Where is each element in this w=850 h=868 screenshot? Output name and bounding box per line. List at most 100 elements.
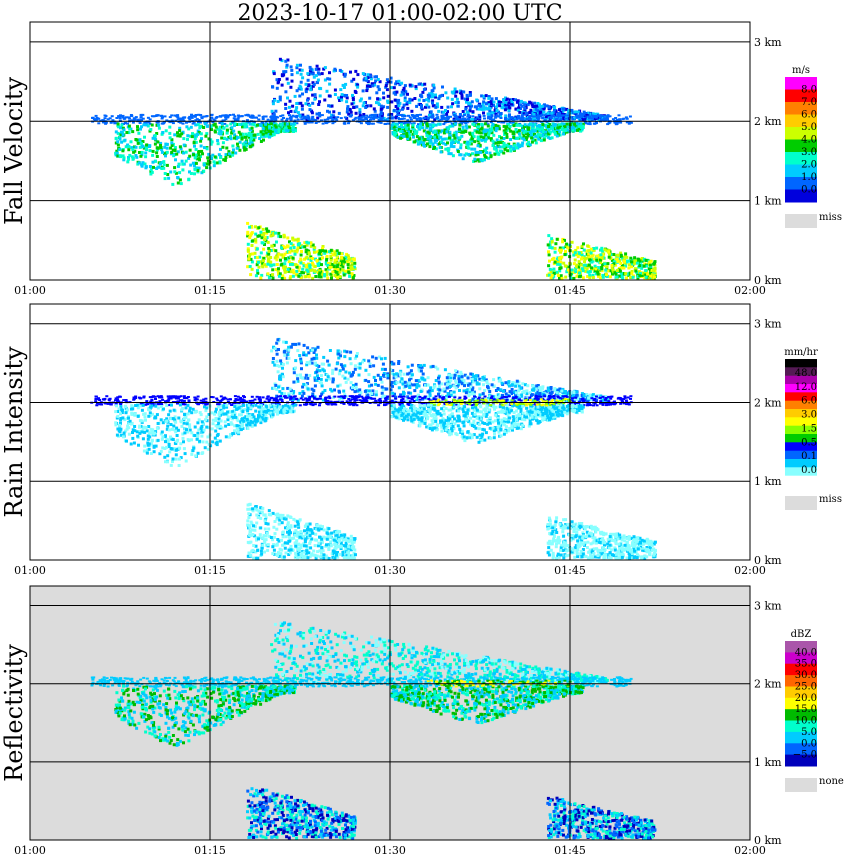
- echo-pixel: [556, 115, 559, 118]
- echo-pixel: [484, 149, 488, 152]
- echo-pixel: [545, 134, 549, 138]
- echo-pixel: [555, 237, 559, 241]
- echo-pixel: [126, 122, 129, 125]
- echo-pixel: [521, 124, 525, 128]
- echo-pixel: [395, 115, 399, 119]
- echo-pixel: [186, 134, 190, 138]
- echo-pixel: [522, 112, 526, 116]
- echo-pixel: [372, 375, 376, 379]
- echo-pixel: [219, 147, 222, 151]
- echo-pixel: [438, 142, 441, 146]
- echo-pixel: [572, 122, 576, 126]
- echo-pixel: [460, 372, 464, 376]
- echo-pixel: [392, 108, 396, 112]
- echo-pixel: [646, 272, 650, 276]
- echo-pixel: [433, 384, 437, 388]
- echo-pixel: [354, 386, 358, 390]
- echo-pixel: [605, 265, 609, 269]
- echo-pixel: [284, 265, 287, 269]
- echo-pixel: [382, 91, 385, 95]
- echo-pixel: [505, 143, 509, 147]
- echo-pixel: [466, 98, 469, 102]
- echo-pixel: [504, 101, 508, 105]
- echo-pixel: [287, 269, 291, 273]
- echo-pixel: [163, 177, 167, 181]
- echo-pixel: [316, 78, 320, 82]
- echo-pixel: [257, 114, 261, 117]
- echo-pixel: [411, 383, 415, 387]
- echo-pixel: [250, 122, 254, 126]
- echo-pixel: [296, 398, 300, 402]
- echo-pixel: [478, 117, 482, 121]
- echo-pixel: [236, 395, 240, 398]
- echo-pixel: [138, 122, 142, 124]
- echo-pixel: [473, 147, 477, 151]
- echo-pixel: [159, 144, 162, 147]
- echo-pixel: [249, 257, 253, 261]
- echo-pixel: [608, 275, 612, 279]
- echo-pixel: [315, 368, 319, 372]
- echo-pixel: [434, 365, 438, 369]
- echo-pixel: [301, 376, 305, 380]
- echo-pixel: [550, 274, 554, 277]
- echo-pixel: [488, 106, 492, 110]
- echo-pixel: [407, 381, 411, 385]
- echo-pixel: [562, 132, 565, 136]
- echo-pixel: [266, 260, 270, 264]
- echo-pixel: [438, 122, 442, 126]
- echo-pixel: [155, 120, 159, 123]
- echo-pixel: [383, 387, 387, 391]
- echo-pixel: [445, 376, 449, 380]
- echo-pixel: [437, 374, 441, 378]
- echo-pixel: [481, 150, 485, 154]
- echo-pixel: [407, 114, 410, 117]
- echo-pixel: [347, 398, 351, 400]
- echo-pixel: [464, 391, 468, 395]
- echo-pixel: [288, 240, 291, 244]
- echo-pixel: [610, 264, 614, 267]
- echo-pixel: [354, 91, 358, 94]
- echo-pixel: [507, 108, 511, 112]
- echo-pixel: [484, 102, 488, 106]
- echo-pixel: [533, 101, 537, 105]
- echo-pixel: [272, 386, 276, 390]
- echo-pixel: [595, 122, 598, 125]
- echo-pixel: [271, 85, 275, 89]
- echo-pixel: [370, 116, 373, 119]
- echo-pixel: [538, 115, 542, 118]
- echo-pixel: [283, 276, 287, 280]
- echo-pixel: [504, 145, 508, 149]
- echo-pixel: [259, 135, 263, 139]
- echo-pixel: [127, 145, 131, 148]
- echo-pixel: [256, 234, 260, 238]
- echo-pixel: [364, 368, 368, 372]
- echo-pixel: [320, 384, 324, 388]
- echo-pixel: [304, 373, 308, 377]
- echo-pixel: [392, 399, 396, 403]
- echo-pixel: [587, 396, 591, 400]
- echo-pixel: [529, 101, 533, 105]
- echo-pixel: [600, 267, 604, 271]
- echo-pixel: [406, 106, 410, 110]
- echo-pixel: [598, 116, 602, 119]
- echo-pixel: [290, 79, 294, 83]
- echo-pixel: [293, 115, 297, 118]
- echo-pixel: [203, 122, 207, 126]
- echo-pixel: [395, 110, 399, 114]
- echo-pixel: [295, 250, 299, 254]
- echo-pixel: [343, 393, 347, 397]
- echo-pixel: [476, 152, 480, 156]
- echo-pixel: [333, 258, 337, 262]
- echo-pixel: [115, 149, 119, 153]
- echo-pixel: [549, 270, 553, 274]
- echo-pixel: [151, 149, 155, 153]
- echo-pixel: [526, 384, 530, 388]
- echo-pixel: [295, 273, 299, 277]
- echo-pixel: [275, 263, 279, 266]
- echo-pixel: [343, 122, 347, 125]
- echo-pixel: [573, 258, 577, 262]
- echo-pixel: [299, 261, 303, 265]
- echo-pixel: [357, 373, 361, 377]
- echo-pixel: [261, 227, 265, 231]
- echo-pixel: [326, 118, 330, 121]
